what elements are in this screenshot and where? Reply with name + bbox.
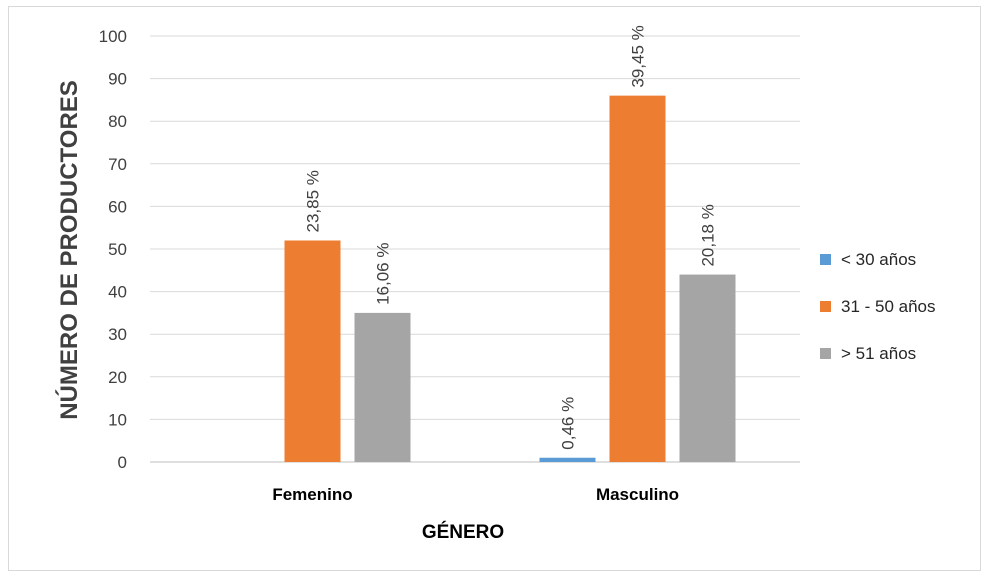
y-tick-label: 10: [108, 410, 127, 429]
y-tick-label: 60: [108, 197, 127, 216]
chart-frame: [8, 6, 981, 571]
legend-item: < 30 años: [820, 236, 936, 283]
legend-item: 31 - 50 años: [820, 283, 936, 330]
y-tick-label: 0: [118, 453, 127, 472]
bar: [284, 240, 341, 462]
data-label: 39,45 %: [629, 25, 648, 87]
y-tick-label: 50: [108, 240, 127, 259]
x-tick-label: Masculino: [596, 485, 679, 504]
y-tick-label: 40: [108, 283, 127, 302]
x-axis-ticks: Femenino Masculino: [272, 485, 679, 504]
bar: [609, 95, 666, 462]
bar: [539, 457, 596, 462]
data-label: 16,06 %: [374, 243, 393, 305]
data-label: 0,46 %: [559, 397, 578, 450]
y-tick-label: 30: [108, 325, 127, 344]
legend-swatch: [820, 348, 831, 359]
y-tick-label: 90: [108, 70, 127, 89]
data-label: 23,85 %: [304, 170, 323, 232]
legend-swatch: [820, 254, 831, 265]
legend: < 30 años 31 - 50 años > 51 años: [820, 236, 936, 377]
y-axis-ticks: 0 10 20 30 40 50 60 70 80 90 100: [99, 27, 127, 472]
y-tick-label: 80: [108, 112, 127, 131]
legend-label: 31 - 50 años: [841, 296, 936, 316]
legend-swatch: [820, 301, 831, 312]
x-axis-title: GÉNERO: [422, 521, 504, 543]
data-labels: 23,85 % 16,06 % 0,46 % 39,45 % 20,18 %: [304, 25, 718, 449]
y-axis-title: NÚMERO DE PRODUCTORES: [55, 80, 83, 420]
data-label: 20,18 %: [699, 204, 718, 266]
bar: [354, 312, 411, 462]
legend-label: < 30 años: [841, 249, 917, 269]
y-tick-label: 70: [108, 155, 127, 174]
bar: [679, 274, 736, 462]
y-tick-label: 100: [99, 27, 127, 46]
y-tick-label: 20: [108, 368, 127, 387]
legend-label: > 51 años: [841, 343, 917, 363]
x-tick-label: Femenino: [272, 485, 352, 504]
bars: [284, 95, 736, 462]
legend-item: > 51 años: [820, 330, 936, 377]
